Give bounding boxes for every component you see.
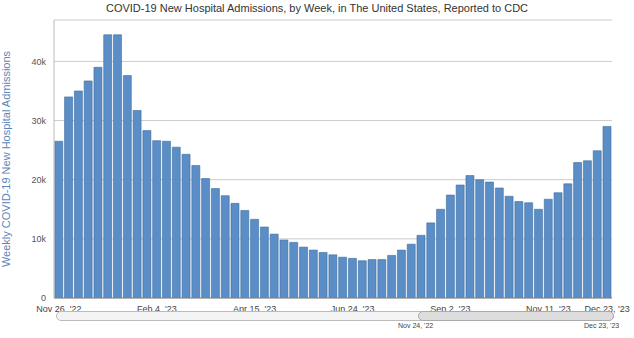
svg-text:20k: 20k xyxy=(31,175,46,185)
html-text:Dec 23, '23: Dec 23, '23 xyxy=(584,322,620,329)
svg-text:Feb 4, '23: Feb 4, '23 xyxy=(136,304,177,315)
svg-text:Jun 24, '23: Jun 24, '23 xyxy=(330,304,375,315)
svg-text:30k: 30k xyxy=(31,116,46,126)
svg-text:10k: 10k xyxy=(31,234,46,244)
svg-text:40k: 40k xyxy=(31,57,46,67)
svg-text:Apr 15, '23: Apr 15, '23 xyxy=(233,304,277,315)
svg-text:Weekly COVID-19 New Hospital A: Weekly COVID-19 New Hospital Admissions xyxy=(8,50,12,267)
svg-text:Nov 26, '22: Nov 26, '22 xyxy=(36,304,82,315)
html-text:COVID-19 New Hospital Admissio: COVID-19 New Hospital Admissions, by Wee… xyxy=(106,2,528,14)
svg-text:0: 0 xyxy=(41,293,46,303)
html-text:Nov 24, '22: Nov 24, '22 xyxy=(398,322,434,329)
svg-text:Sep 2, '23: Sep 2, '23 xyxy=(430,304,471,315)
svg-text:Nov 11, '23: Nov 11, '23 xyxy=(526,304,571,315)
